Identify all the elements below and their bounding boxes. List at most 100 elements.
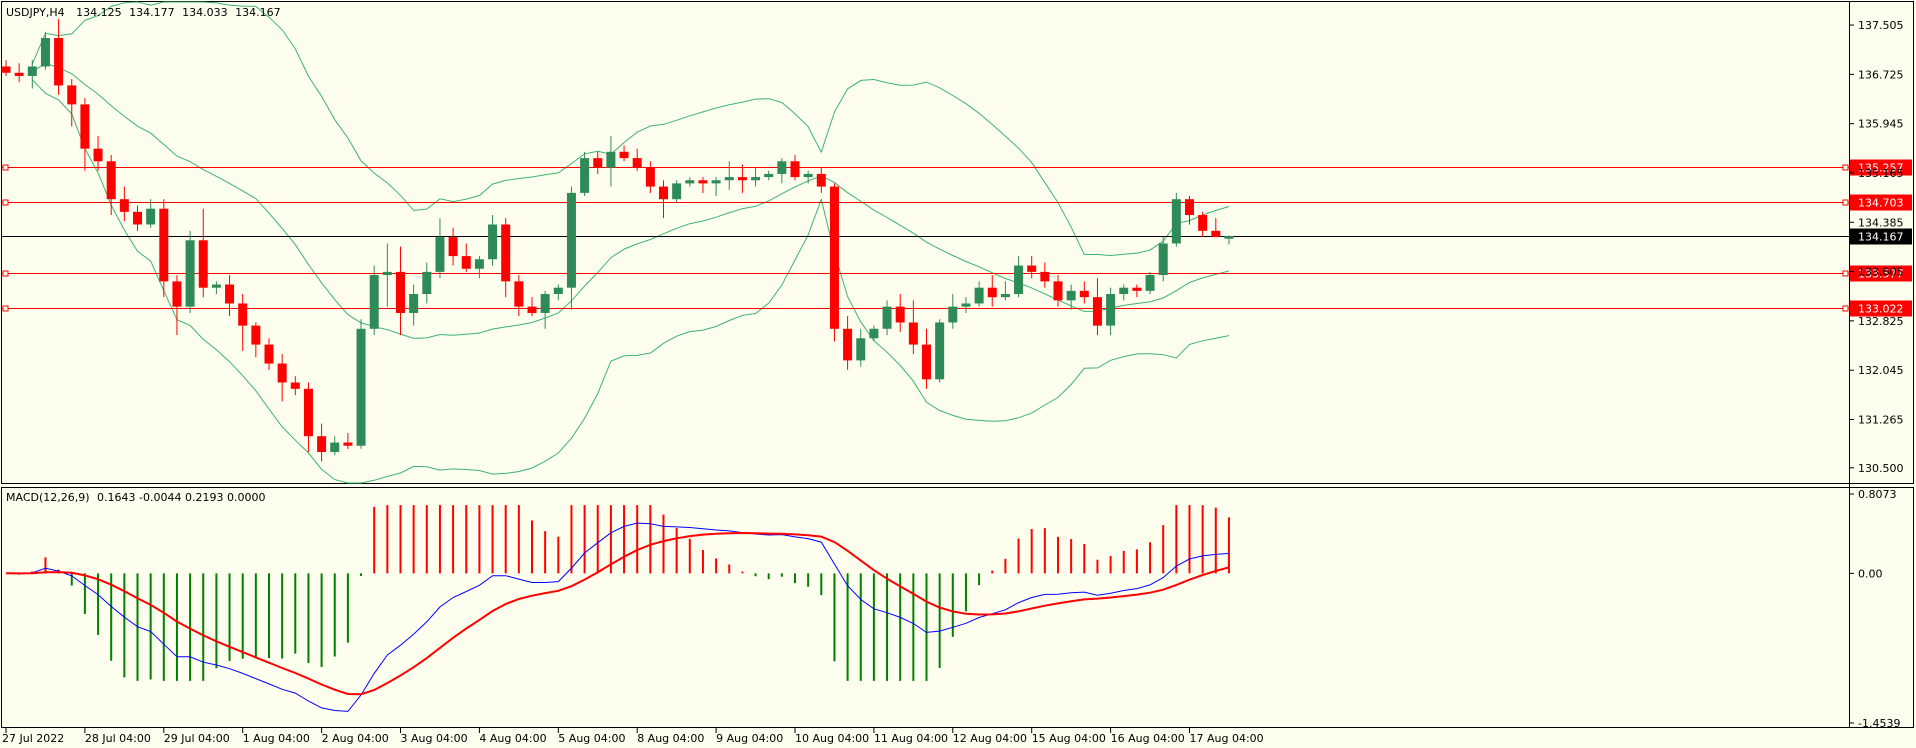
- candle-body: [106, 161, 116, 200]
- price-tick-label: 137.505: [1858, 19, 1904, 32]
- candle-body: [540, 294, 550, 313]
- candle-body: [1185, 199, 1194, 216]
- bollinger-upper: [31, 1, 1230, 257]
- level-price-box: [1850, 194, 1912, 211]
- candle-body: [632, 158, 642, 168]
- candle-body: [961, 303, 971, 307]
- level-price-label: 135.257: [1858, 162, 1904, 175]
- candle-body: [54, 38, 64, 86]
- candle-body: [435, 237, 445, 272]
- open-price: 134.125: [76, 6, 122, 19]
- candle-body: [724, 177, 734, 181]
- candle-body: [317, 436, 327, 453]
- time-tick-label: 8 Aug 04:00: [637, 732, 704, 745]
- macd-header: MACD(12,26,9) 0.1643 -0.0044 0.2193 0.00…: [6, 491, 265, 504]
- candle-body: [1079, 290, 1089, 298]
- level-price-box: [1850, 265, 1912, 282]
- price-tick-label: 135.945: [1858, 118, 1904, 131]
- candle-body: [580, 158, 590, 193]
- price-axis: 137.505 136.725 135.945 135.165 134.385 133.6…: [1849, 19, 1904, 730]
- candle-body: [882, 306, 892, 329]
- candle-body: [1171, 199, 1181, 244]
- candle-body: [198, 240, 208, 288]
- bollinger-middle: [32, 62, 1230, 339]
- candle-body: [672, 183, 682, 200]
- candle-body: [816, 173, 826, 187]
- level-handle-right: [1842, 199, 1849, 206]
- candle-body: [737, 177, 747, 181]
- horizontal-levels[interactable]: 135.257 134.703 133.577 133.022 134.167: [2, 159, 1912, 317]
- candle-body: [409, 294, 419, 313]
- time-tick-label: 1 Aug 04:00: [243, 732, 310, 745]
- price-tick-label: 131.265: [1858, 413, 1904, 426]
- candle-body: [501, 224, 511, 282]
- candle-body: [593, 158, 603, 168]
- candle-body: [843, 328, 853, 361]
- level-handle-right: [1842, 164, 1849, 171]
- candle-body: [172, 281, 182, 307]
- candle-body: [1000, 294, 1010, 298]
- time-tick-label: 16 Aug 04:00: [1111, 732, 1185, 745]
- low-price: 134.033: [182, 6, 228, 19]
- candle-body: [856, 338, 866, 361]
- candle-body: [1145, 275, 1155, 291]
- candle-body: [829, 186, 839, 329]
- candle-body: [290, 382, 300, 389]
- level-handle-left: [2, 270, 9, 277]
- macd-label: MACD(12,26,9): [6, 491, 90, 504]
- candle-body: [987, 287, 997, 298]
- macd-indicator: [5, 505, 1230, 712]
- time-tick-label: 10 Aug 04:00: [795, 732, 869, 745]
- candle-body: [1158, 243, 1168, 276]
- time-tick-label: 3 Aug 04:00: [401, 732, 468, 745]
- candle-body: [606, 151, 616, 168]
- candle-body: [1119, 287, 1129, 295]
- candle-body: [553, 287, 563, 295]
- candle-body: [488, 224, 498, 260]
- time-tick-label: 15 Aug 04:00: [1032, 732, 1106, 745]
- candle-body: [251, 325, 261, 345]
- candle-body: [185, 240, 195, 307]
- current-price-label: 134.167: [1858, 231, 1904, 244]
- candle-body: [461, 256, 471, 269]
- candle-body: [869, 328, 879, 339]
- level-handle-right: [1842, 305, 1849, 312]
- main-chart-frame: [1, 1, 1914, 484]
- candle-body: [119, 199, 129, 212]
- time-tick-label: 27 Jul 2022: [2, 732, 64, 745]
- price-tick-label: 130.500: [1858, 462, 1904, 475]
- candle-body: [1014, 265, 1024, 295]
- candle-body: [935, 322, 945, 380]
- price-tick-label: 134.385: [1858, 216, 1904, 229]
- candle-body: [922, 344, 931, 380]
- candle-body: [238, 303, 248, 326]
- candle-body: [1092, 297, 1102, 326]
- time-tick-label: 9 Aug 04:00: [716, 732, 783, 745]
- price-tick-label: 135.165: [1858, 167, 1904, 180]
- candle-body: [764, 173, 774, 178]
- time-tick-label: 2 Aug 04:00: [322, 732, 389, 745]
- level-price-label: 133.022: [1858, 303, 1904, 316]
- macd-panel-frame: [1, 487, 1914, 728]
- price-tick-label: 136.725: [1858, 68, 1904, 81]
- time-tick-label: 11 Aug 04:00: [874, 732, 948, 745]
- candle-body: [146, 208, 156, 225]
- candle-body: [974, 287, 984, 304]
- candle-body: [1040, 271, 1050, 282]
- macd-values: 0.1643 -0.0044 0.2193 0.0000: [97, 491, 265, 504]
- macd-tick-label: 0.8073: [1858, 488, 1897, 501]
- level-handle-left: [2, 164, 9, 171]
- candle-body: [133, 211, 142, 225]
- candle-body: [803, 173, 813, 178]
- candle-body: [908, 322, 918, 345]
- candle-body: [80, 104, 90, 149]
- level-price-label: 133.577: [1858, 268, 1904, 281]
- time-tick-label: 5 Aug 04:00: [558, 732, 625, 745]
- candle-body: [225, 284, 235, 304]
- candle-body: [159, 208, 169, 282]
- candle-body: [790, 161, 800, 178]
- time-tick-label: 28 Jul 04:00: [85, 732, 151, 745]
- symbol-header: USDJPY,H4 134.125 134.177 134.033 134.16…: [6, 6, 281, 19]
- time-tick-label: 12 Aug 04:00: [953, 732, 1027, 745]
